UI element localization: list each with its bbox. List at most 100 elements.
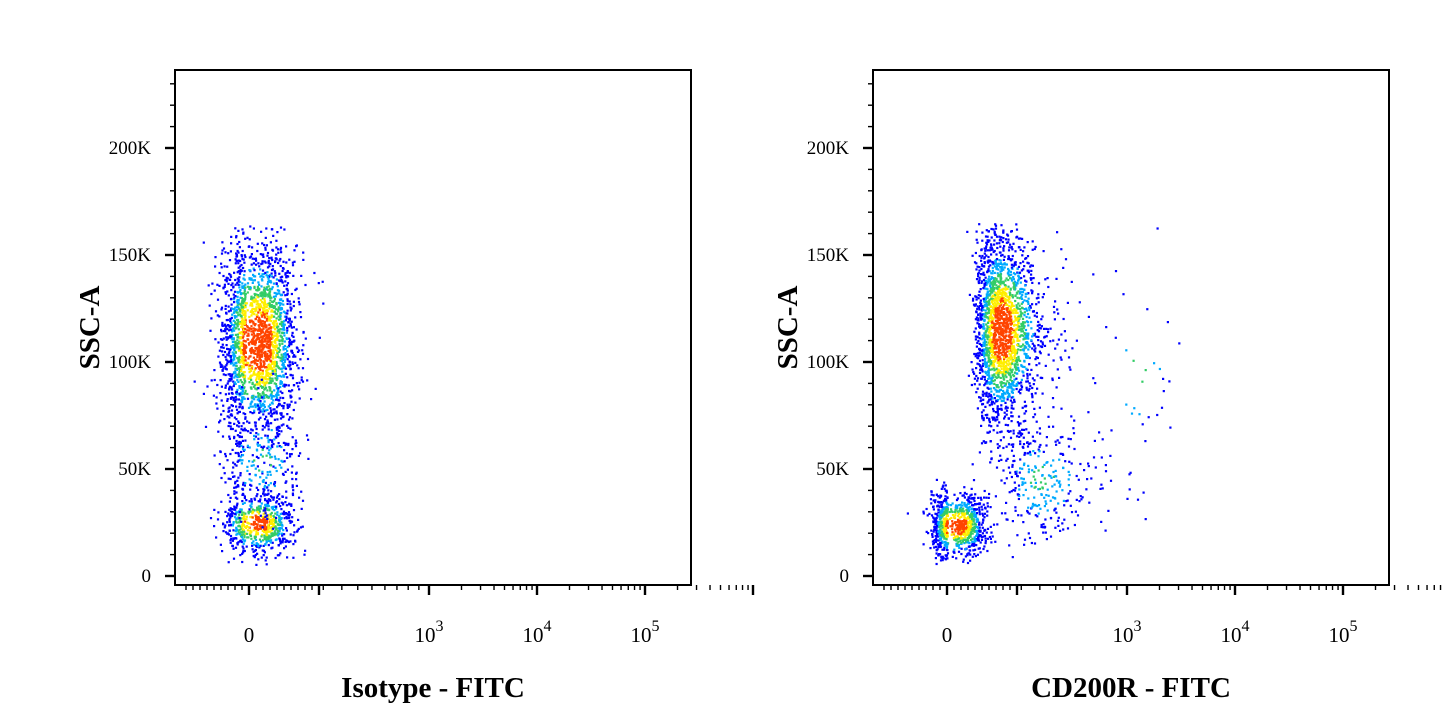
event-dot	[289, 374, 293, 377]
event-dot	[253, 459, 256, 462]
event-dot	[981, 393, 984, 396]
event-dot	[214, 338, 217, 341]
event-dot	[268, 280, 271, 283]
event-dot	[255, 427, 258, 431]
event-dot	[986, 296, 989, 299]
event-dot	[270, 350, 273, 353]
event-dot	[239, 459, 242, 462]
event-dot	[262, 272, 265, 276]
event-dot	[273, 526, 277, 529]
event-dot	[243, 274, 246, 277]
event-dot	[257, 320, 260, 323]
x-tick-label: 103	[415, 618, 444, 647]
event-dot	[999, 314, 1002, 317]
event-dot	[980, 309, 983, 312]
event-dot	[977, 317, 980, 320]
event-dot	[259, 364, 262, 367]
event-dot	[262, 392, 265, 395]
event-dot	[980, 268, 983, 271]
event-dot	[267, 489, 270, 492]
event-dot	[266, 340, 269, 343]
event-dot	[1005, 315, 1008, 318]
event-dot	[992, 418, 995, 421]
event-dot	[222, 286, 225, 289]
event-dot	[1011, 309, 1015, 312]
event-dot	[992, 283, 996, 286]
event-dot	[293, 531, 296, 534]
event-dot	[239, 366, 242, 369]
event-dot	[1062, 266, 1065, 269]
event-dot	[235, 260, 238, 263]
event-dot	[230, 375, 233, 378]
event-dot	[268, 508, 271, 511]
event-dot	[249, 364, 252, 367]
event-dot	[302, 251, 305, 254]
event-dot	[259, 362, 262, 365]
event-dot	[300, 274, 303, 277]
event-dot	[230, 303, 233, 306]
event-dot	[1031, 400, 1034, 403]
event-dot	[999, 296, 1003, 299]
event-dot	[265, 529, 268, 532]
event-dot	[982, 308, 985, 312]
event-dot	[252, 279, 255, 282]
event-dot	[998, 336, 1001, 339]
event-dot	[236, 325, 239, 328]
event-dot	[257, 394, 260, 397]
event-dot	[248, 256, 251, 259]
event-dot	[226, 399, 229, 402]
event-dot	[253, 384, 256, 387]
event-dot	[988, 325, 991, 328]
event-dot	[269, 387, 272, 390]
event-dot	[1037, 282, 1041, 285]
event-dot	[253, 438, 256, 441]
event-dot	[253, 296, 256, 299]
event-dot	[286, 468, 289, 471]
event-dot	[981, 390, 985, 393]
event-dot	[234, 382, 237, 385]
event-dot	[257, 508, 260, 511]
event-dot	[1016, 333, 1019, 336]
event-dot	[243, 501, 246, 504]
event-dot	[260, 262, 263, 266]
event-dot	[258, 538, 262, 541]
event-dot	[259, 253, 262, 256]
event-dot	[250, 330, 253, 333]
event-dot	[274, 308, 278, 311]
event-dot	[986, 338, 989, 341]
event-dot	[265, 366, 268, 369]
event-dot	[220, 328, 223, 331]
event-dot	[255, 288, 258, 292]
event-dot	[997, 318, 1000, 321]
event-dot	[232, 537, 235, 541]
event-dot	[263, 309, 266, 312]
event-dot	[282, 366, 285, 369]
event-dot	[230, 378, 233, 381]
event-dot	[294, 445, 298, 448]
event-dot	[1034, 350, 1037, 353]
event-dot	[241, 459, 244, 462]
event-dot	[262, 253, 265, 256]
event-dot	[999, 376, 1002, 379]
event-dot	[254, 518, 258, 521]
event-dot	[256, 382, 259, 385]
event-dot	[261, 448, 264, 451]
event-dot	[254, 406, 257, 409]
event-dot	[267, 441, 270, 444]
event-dot	[996, 431, 999, 434]
event-dot	[240, 450, 243, 454]
event-dot	[237, 380, 240, 383]
event-dot	[269, 354, 272, 357]
event-dot	[238, 313, 241, 316]
event-dot	[269, 351, 272, 354]
event-dot	[252, 509, 256, 512]
event-dot	[275, 496, 279, 499]
event-dot	[300, 490, 303, 493]
event-dot	[983, 375, 986, 379]
event-dot	[265, 324, 268, 327]
event-dot	[285, 504, 288, 507]
event-dot	[256, 523, 259, 526]
event-dot	[982, 278, 986, 282]
event-dot	[256, 404, 260, 407]
event-dot	[261, 404, 264, 407]
